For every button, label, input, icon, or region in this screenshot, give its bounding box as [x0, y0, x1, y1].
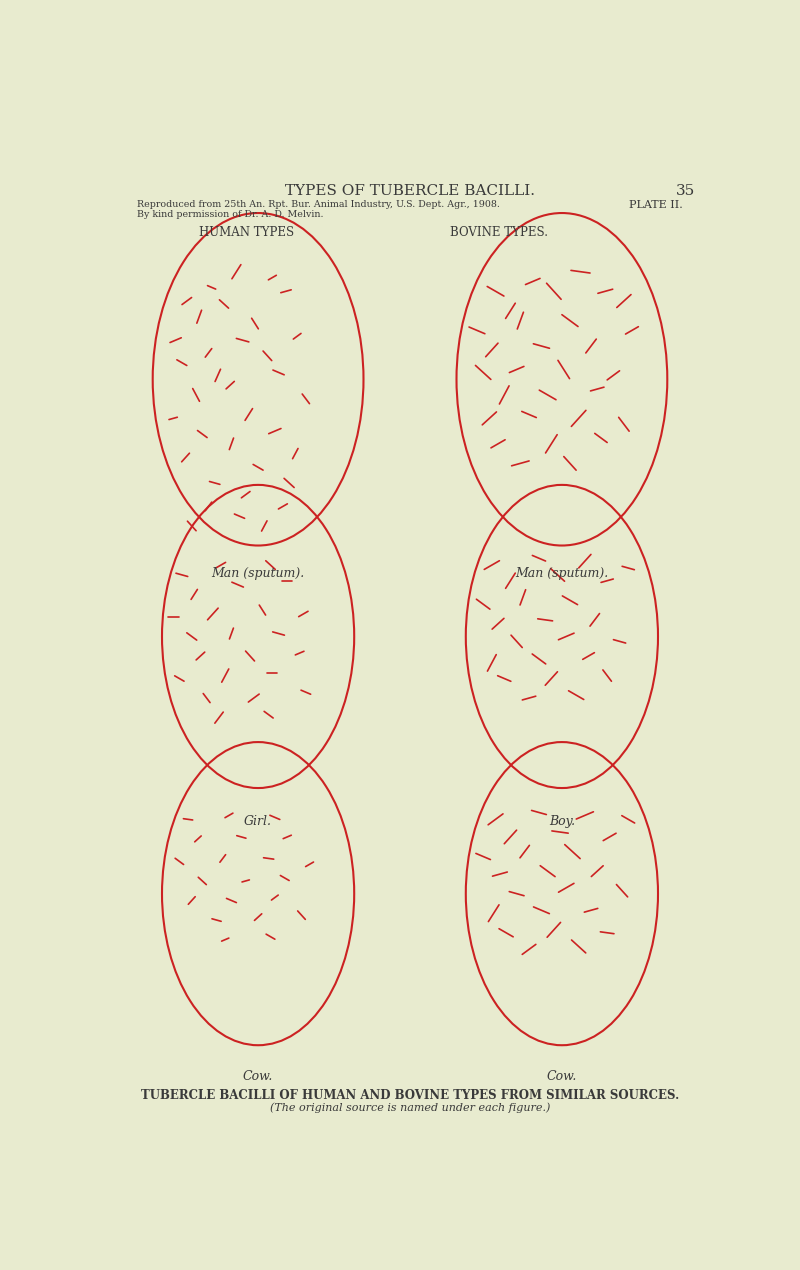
Text: PLATE II.: PLATE II. [629, 201, 682, 211]
Text: Cow.: Cow. [243, 1069, 274, 1082]
Text: HUMAN TYPES: HUMAN TYPES [199, 226, 294, 239]
Text: By kind permission of Dr. A. D. Melvin.: By kind permission of Dr. A. D. Melvin. [138, 210, 324, 220]
Text: Man (sputum).: Man (sputum). [211, 566, 305, 580]
Text: Boy.: Boy. [549, 815, 575, 828]
Text: BOVINE TYPES.: BOVINE TYPES. [450, 226, 548, 239]
Text: TYPES OF TUBERCLE BACILLI.: TYPES OF TUBERCLE BACILLI. [285, 184, 535, 198]
Text: (The original source is named under each figure.): (The original source is named under each… [270, 1102, 550, 1113]
Text: Cow.: Cow. [546, 1069, 577, 1082]
Text: TUBERCLE BACILLI OF HUMAN AND BOVINE TYPES FROM SIMILAR SOURCES.: TUBERCLE BACILLI OF HUMAN AND BOVINE TYP… [141, 1090, 679, 1102]
Text: 35: 35 [676, 184, 695, 198]
Text: Man (sputum).: Man (sputum). [515, 566, 609, 580]
Text: Girl.: Girl. [244, 815, 272, 828]
Text: Reproduced from 25th An. Rpt. Bur. Animal Industry, U.S. Dept. Agr., 1908.: Reproduced from 25th An. Rpt. Bur. Anima… [138, 201, 500, 210]
